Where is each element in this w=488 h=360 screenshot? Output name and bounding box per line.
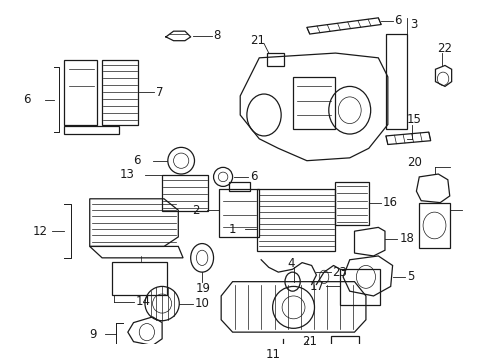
Text: 1: 1 — [228, 223, 236, 236]
Text: 21: 21 — [249, 34, 264, 47]
Text: 5: 5 — [406, 270, 413, 283]
Text: 2: 2 — [192, 204, 200, 217]
Text: 7: 7 — [156, 86, 163, 99]
Text: 23: 23 — [332, 266, 347, 279]
Text: 17: 17 — [309, 280, 324, 293]
Text: 4: 4 — [287, 257, 295, 270]
Text: 14: 14 — [135, 295, 150, 308]
Bar — [111, 262, 166, 295]
Text: 3: 3 — [409, 18, 416, 31]
Text: 6: 6 — [394, 14, 401, 27]
Bar — [340, 269, 380, 306]
Text: 8: 8 — [213, 30, 221, 42]
Bar — [219, 189, 259, 237]
Bar — [64, 126, 119, 134]
Text: 18: 18 — [398, 232, 413, 245]
Bar — [418, 203, 449, 248]
Text: 22: 22 — [436, 42, 451, 55]
Bar — [162, 175, 207, 211]
Text: 13: 13 — [119, 168, 134, 181]
Text: 15: 15 — [406, 113, 421, 126]
Text: 16: 16 — [382, 196, 397, 209]
Text: 11: 11 — [265, 348, 280, 360]
Text: 20: 20 — [406, 156, 421, 169]
Bar — [64, 60, 97, 125]
Text: 6: 6 — [249, 170, 257, 183]
Bar — [228, 182, 249, 191]
Bar — [266, 53, 284, 66]
Text: 21: 21 — [302, 335, 317, 348]
Bar — [335, 182, 368, 225]
Bar — [292, 77, 335, 129]
Text: 6: 6 — [23, 93, 30, 106]
Bar — [102, 60, 138, 125]
Text: 12: 12 — [33, 225, 47, 238]
Text: 6: 6 — [133, 154, 141, 167]
Text: 10: 10 — [194, 297, 209, 310]
Bar — [385, 34, 406, 129]
Bar — [330, 336, 359, 353]
Text: 9: 9 — [90, 328, 97, 341]
Bar — [257, 189, 335, 251]
Text: 19: 19 — [195, 282, 210, 295]
